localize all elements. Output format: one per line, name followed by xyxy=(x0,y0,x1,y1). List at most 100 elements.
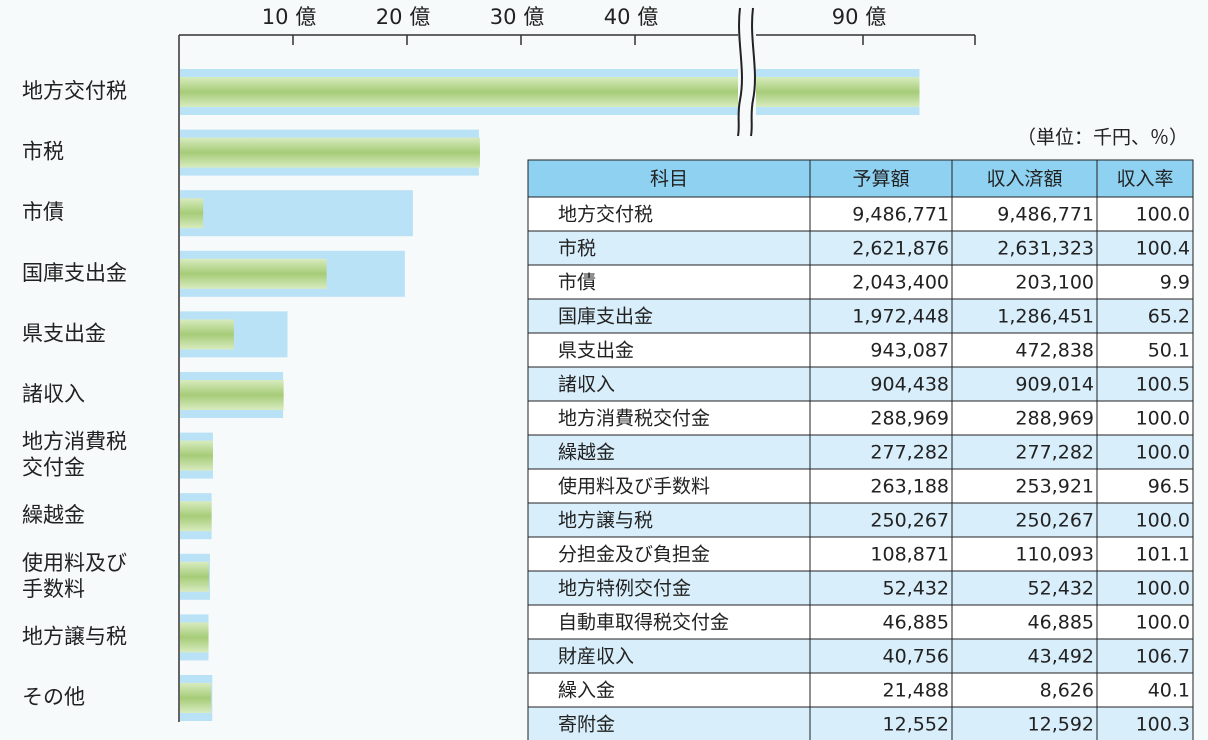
cell-text: 9,486,771 xyxy=(852,204,949,226)
y-tick-label: 地方消費税交付金 xyxy=(22,430,127,480)
bar xyxy=(180,137,480,168)
bar xyxy=(180,501,212,532)
cell-text: 52,432 xyxy=(883,578,949,600)
header-cell xyxy=(809,159,953,198)
header-text: 収入済額 xyxy=(986,168,1062,190)
cell-text: 110,093 xyxy=(1015,544,1094,566)
bar xyxy=(180,622,209,653)
cell-text: 2,631,323 xyxy=(997,238,1094,260)
table-cell xyxy=(1096,332,1194,368)
y-tick-label: 市債 xyxy=(22,200,64,224)
cell-text: 地方特例交付金 xyxy=(558,578,691,600)
cell-text: 52,432 xyxy=(1028,578,1094,600)
table-cell xyxy=(951,468,1098,504)
header-text: 科目 xyxy=(650,168,688,190)
cell-text: 地方交付税 xyxy=(558,204,653,226)
cell-text: 472,838 xyxy=(1015,340,1094,362)
axis-break xyxy=(750,7,756,137)
y-tick-label: その他 xyxy=(22,685,85,709)
table-cell xyxy=(527,366,811,402)
cell-text: 277,282 xyxy=(1015,442,1094,464)
table-cell xyxy=(809,196,953,232)
cell-text: 100.0 xyxy=(1136,408,1190,430)
cell-text: 65.2 xyxy=(1148,306,1190,328)
cell-text: 40,756 xyxy=(883,646,949,668)
cell-text: 12,552 xyxy=(883,714,949,736)
cell-text: 43,492 xyxy=(1028,646,1094,668)
cell-text: 40.1 xyxy=(1148,680,1190,702)
cell-text: 100.0 xyxy=(1136,612,1190,634)
cell-text: 財産収入 xyxy=(558,646,634,668)
bar xyxy=(180,190,413,237)
cell-text: 106.7 xyxy=(1136,646,1190,668)
table-cell xyxy=(809,332,953,368)
label-line: 交付金 xyxy=(22,456,85,480)
cell-text: 2,621,876 xyxy=(852,238,949,260)
cell-text: 108,871 xyxy=(870,544,949,566)
table-cell xyxy=(1096,298,1194,334)
cell-text: 分担金及び負担金 xyxy=(558,544,710,566)
cell-text: 市債 xyxy=(558,272,596,294)
table-cell xyxy=(809,536,953,572)
cell-text: 使用料及び手数料 xyxy=(558,476,710,498)
cell-text: 46,885 xyxy=(883,612,949,634)
y-tick-label: 使用料及び手数料 xyxy=(22,551,127,601)
y-tick-label: 市税 xyxy=(22,140,64,164)
table-cell xyxy=(527,400,811,436)
cell-text: 国庫支出金 xyxy=(558,306,653,328)
bar xyxy=(180,77,920,107)
table-cell xyxy=(527,706,811,740)
cell-text: 9,486,771 xyxy=(997,204,1094,226)
table-cell xyxy=(1096,570,1194,606)
table-cell xyxy=(951,638,1098,674)
cell-text: 繰入金 xyxy=(558,680,615,702)
cell-text: 寄附金 xyxy=(558,714,615,736)
table-cell xyxy=(527,638,811,674)
label-line: 使用料及び xyxy=(22,551,127,575)
table-cell xyxy=(527,332,811,368)
cell-text: 100.0 xyxy=(1136,204,1190,226)
table-cell xyxy=(809,672,953,708)
cell-text: 8,626 xyxy=(1040,680,1094,702)
cell-text: 203,100 xyxy=(1015,272,1094,294)
cell-text: 2,043,400 xyxy=(852,272,949,294)
axis-break-gap xyxy=(738,5,756,140)
cell-text: 県支出金 xyxy=(558,340,634,362)
unit-label: （単位：千円、％） xyxy=(1017,127,1188,149)
cell-text: 自動車取得税交付金 xyxy=(558,612,729,634)
cell-text: 100.4 xyxy=(1136,238,1190,260)
cell-text: 地方譲与税 xyxy=(558,510,653,532)
header-cell xyxy=(1096,159,1194,198)
cell-text: 地方消費税交付金 xyxy=(558,408,710,430)
table-cell xyxy=(809,706,953,740)
bar xyxy=(180,258,327,289)
cell-text: 市税 xyxy=(558,238,596,260)
table-cell xyxy=(809,230,953,266)
y-tick-label: 地方交付税 xyxy=(22,79,127,103)
cell-text: 100.0 xyxy=(1136,442,1190,464)
table-cell xyxy=(1096,706,1194,740)
table-cell xyxy=(527,570,811,606)
cell-text: 1,972,448 xyxy=(852,306,949,328)
axis-break xyxy=(737,7,743,137)
cell-text: 100.0 xyxy=(1136,578,1190,600)
cell-text: 100.5 xyxy=(1136,374,1190,396)
table-cell xyxy=(1096,672,1194,708)
cell-text: 904,438 xyxy=(870,374,949,396)
cell-text: 1,286,451 xyxy=(997,306,1094,328)
table-cell xyxy=(527,230,811,266)
cell-text: 100.0 xyxy=(1136,510,1190,532)
cell-text: 909,014 xyxy=(1015,374,1094,396)
x-tick-label: 20 億 xyxy=(376,5,430,29)
cell-text: 46,885 xyxy=(1028,612,1094,634)
table-cell xyxy=(1096,638,1194,674)
bar xyxy=(180,380,284,410)
cell-text: 101.1 xyxy=(1136,544,1190,566)
bar xyxy=(180,198,204,229)
y-tick-label: 県支出金 xyxy=(22,321,106,345)
cell-text: 277,282 xyxy=(870,442,949,464)
table-cell xyxy=(1096,264,1194,300)
cell-text: 288,969 xyxy=(1015,408,1094,430)
cell-text: 263,188 xyxy=(870,476,949,498)
